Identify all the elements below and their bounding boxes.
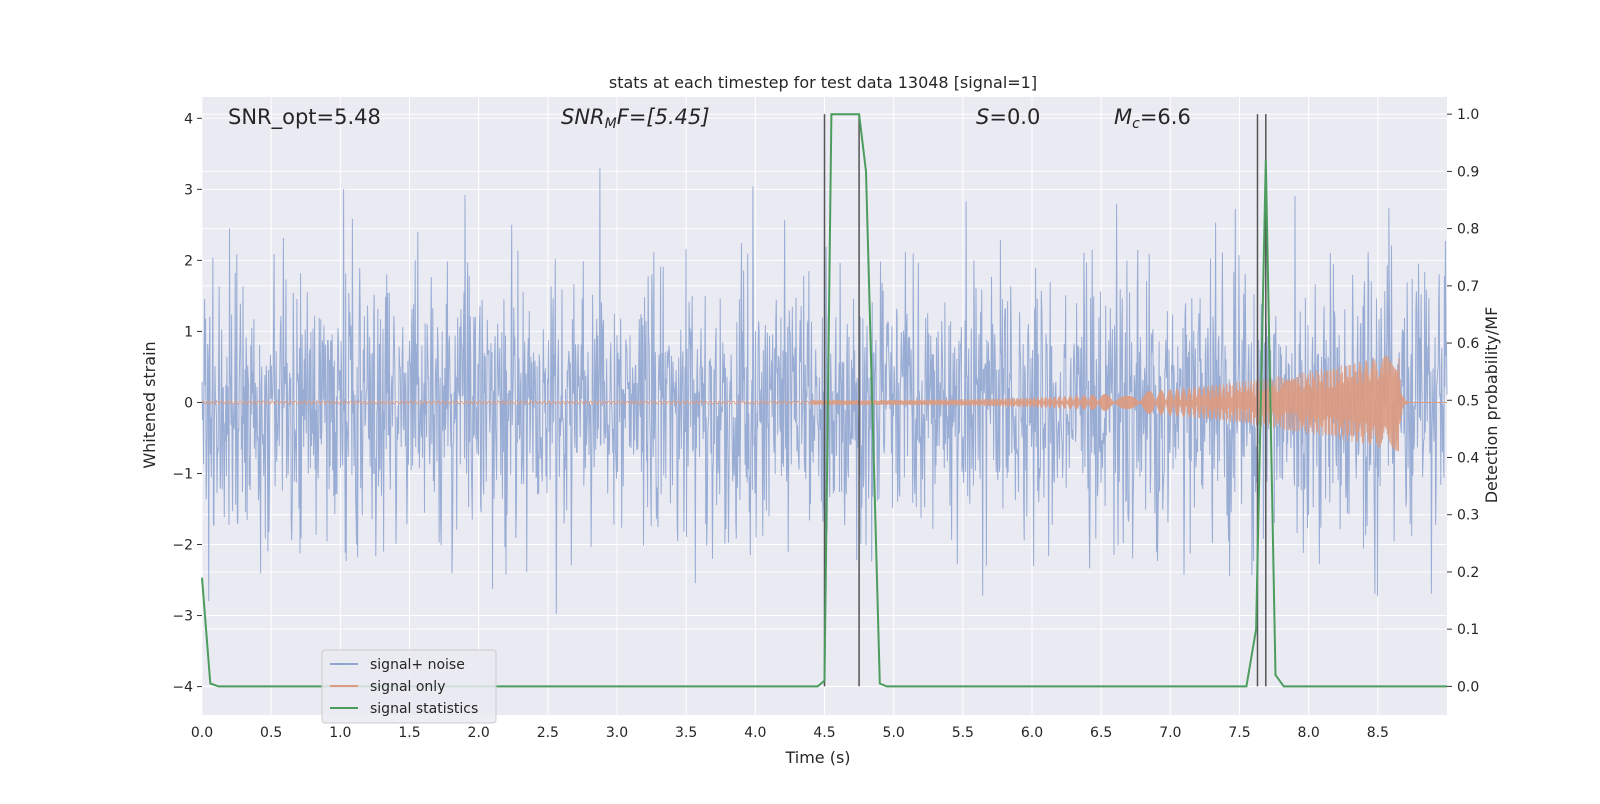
x-tick-label: 0.0 xyxy=(191,725,213,741)
x-tick-label: 5.5 xyxy=(952,725,974,741)
y-tick-label-left: −1 xyxy=(172,466,193,482)
x-tick-label: 3.0 xyxy=(606,725,628,741)
y-tick-label-right: 0.3 xyxy=(1457,508,1479,524)
legend: signal+ noise signal only signal statist… xyxy=(321,649,497,724)
y-tick-label-left: 3 xyxy=(184,182,193,198)
chart-title: stats at each timestep for test data 130… xyxy=(609,73,1037,92)
y-tick-label-right: 0.5 xyxy=(1457,393,1479,409)
signal-statistics-line xyxy=(201,113,1447,688)
y-tick-label-left: 0 xyxy=(184,395,193,411)
y-tick-label-left: −4 xyxy=(172,680,193,696)
y-tick-label-left: −3 xyxy=(172,609,193,625)
x-tick-label: 8.0 xyxy=(1298,725,1320,741)
x-tick-label: 0.5 xyxy=(260,725,282,741)
legend-box xyxy=(321,649,497,724)
y-axis-label-right: Detection probability/MF xyxy=(1482,307,1501,504)
annotation-snr-mf: SNRMF=[5.45] xyxy=(561,105,710,132)
legend-label-signal-noise: signal+ noise xyxy=(370,657,465,673)
annotation-snr-opt: SNR_opt=5.48 xyxy=(228,105,381,130)
x-tick-label: 2.0 xyxy=(468,725,490,741)
y-tick-label-right: 0.6 xyxy=(1457,336,1479,352)
x-tick-label: 6.0 xyxy=(1021,725,1043,741)
x-tick-label: 7.5 xyxy=(1228,725,1250,741)
annotation-s: S=0.0 xyxy=(976,105,1040,129)
y-tick-label-right: 0.7 xyxy=(1457,279,1479,295)
y-axis-label-left: Whitened strain xyxy=(140,341,159,468)
y-tick-label-right: 0.0 xyxy=(1457,679,1479,695)
legend-label-signal-statistics: signal statistics xyxy=(370,701,478,717)
x-tick-label: 1.0 xyxy=(329,725,351,741)
y-tick-label-right: 1.0 xyxy=(1457,107,1479,123)
y-tick-label-right: 0.9 xyxy=(1457,164,1479,180)
series-signal-statistics xyxy=(201,113,1447,688)
annotation-mc: Mc=6.6 xyxy=(1114,105,1191,132)
legend-label-signal-only: signal only xyxy=(370,679,445,695)
y-tick-label-left: 1 xyxy=(184,324,193,340)
y-tick-label-right: 0.2 xyxy=(1457,565,1479,581)
x-tick-label: 6.5 xyxy=(1090,725,1112,741)
y-tick-label-right: 0.1 xyxy=(1457,622,1479,638)
x-tick-label: 8.5 xyxy=(1367,725,1389,741)
y-tick-label-left: 2 xyxy=(184,253,193,269)
x-tick-label: 2.5 xyxy=(537,725,559,741)
x-axis-label: Time (s) xyxy=(784,748,850,767)
y-tick-label-left: −2 xyxy=(172,538,193,554)
y-tick-label-left: 4 xyxy=(184,111,193,127)
x-tick-label: 7.0 xyxy=(1159,725,1181,741)
x-tick-label: 1.5 xyxy=(398,725,420,741)
y-tick-label-right: 0.8 xyxy=(1457,222,1479,238)
axis-ticks: 0.0 0.5 1.0 1.5 2.0 2.5 3.0 3.5 4.0 4.5 5.0 5.5 6.0 6… xyxy=(172,107,1479,741)
y-tick-label-right: 0.4 xyxy=(1457,451,1479,467)
x-tick-label: 4.0 xyxy=(744,725,766,741)
x-tick-label: 5.0 xyxy=(883,725,905,741)
x-tick-label: 4.5 xyxy=(813,725,835,741)
x-tick-label: 3.5 xyxy=(675,725,697,741)
